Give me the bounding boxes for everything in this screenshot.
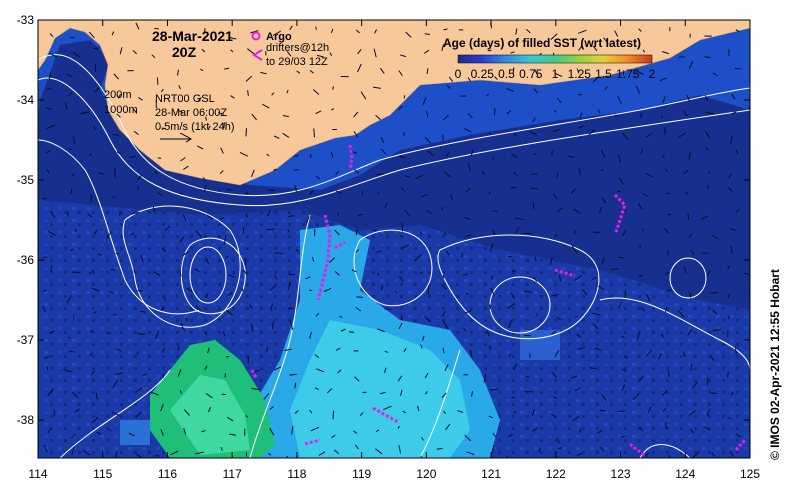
current-vector bbox=[74, 314, 75, 319]
nrt-time: 28-Mar 06:00Z bbox=[155, 107, 227, 119]
x-tick-label: 115 bbox=[93, 467, 112, 481]
current-vector bbox=[246, 128, 247, 136]
map-time: 20Z bbox=[172, 44, 197, 60]
drifters-date: to 29/03 12Z bbox=[266, 56, 328, 68]
y-tick-label: -35 bbox=[17, 173, 35, 187]
current-vector bbox=[751, 391, 756, 397]
current-vector bbox=[226, 356, 229, 357]
current-vector bbox=[314, 129, 315, 138]
filled-patch bbox=[120, 420, 150, 445]
current-vector bbox=[751, 190, 755, 196]
current-vector bbox=[425, 34, 430, 35]
legend-tick-label: 1 bbox=[552, 67, 559, 81]
current-vector bbox=[443, 275, 444, 278]
x-tick-label: 125 bbox=[740, 467, 760, 481]
current-vector bbox=[493, 211, 498, 212]
y-tick-label: -33 bbox=[17, 13, 35, 27]
credit-text: © IMOS 02-Apr-2021 12:55 Hobart bbox=[768, 269, 782, 460]
legend-title: Age (days) of filled SST (wrt latest) bbox=[443, 36, 641, 50]
legend-tick-label: 1.25 bbox=[568, 67, 592, 81]
current-vector bbox=[759, 311, 761, 319]
current-vector bbox=[316, 27, 317, 30]
current-vector bbox=[490, 304, 491, 309]
current-vector bbox=[349, 332, 354, 333]
x-tick-label: 122 bbox=[546, 467, 566, 481]
current-vector bbox=[753, 236, 757, 238]
current-vector bbox=[758, 70, 764, 71]
current-vector bbox=[376, 174, 384, 175]
current-vector bbox=[525, 392, 534, 393]
current-vector bbox=[751, 150, 754, 154]
current-vector bbox=[600, 410, 606, 411]
current-vector bbox=[751, 27, 753, 31]
x-tick-label: 123 bbox=[611, 467, 631, 481]
drifters-label: drifters@12h bbox=[266, 42, 329, 54]
current-vector bbox=[580, 168, 581, 175]
current-vector bbox=[755, 335, 759, 337]
legend-tick-label: 1.5 bbox=[595, 67, 612, 81]
current-vector bbox=[589, 368, 595, 369]
x-tick-label: 118 bbox=[287, 467, 306, 481]
current-vector bbox=[752, 128, 758, 131]
legend-tick-label: 2 bbox=[649, 67, 656, 81]
current-vector bbox=[111, 270, 116, 271]
current-vector bbox=[421, 232, 422, 235]
isobath-200-label: 200m bbox=[104, 89, 132, 101]
x-tick-label: 119 bbox=[352, 467, 371, 481]
legend-tick-label: 0 bbox=[455, 67, 462, 81]
current-vector bbox=[756, 352, 758, 356]
current-vector bbox=[289, 308, 294, 309]
y-tick-label: -36 bbox=[17, 253, 35, 267]
map-date: 28-Mar-2021 bbox=[152, 28, 233, 44]
current-vector bbox=[757, 370, 759, 374]
legend-tick-label: 0.75 bbox=[519, 67, 543, 81]
legend-tick-label: 1.75 bbox=[616, 67, 640, 81]
y-tick-label: -38 bbox=[17, 413, 35, 427]
vector-scale-label: 0.5m/s (1kt 24h) bbox=[155, 121, 234, 133]
current-vector bbox=[759, 172, 761, 174]
current-vector bbox=[68, 212, 69, 217]
current-vector bbox=[666, 422, 667, 429]
isobath-1000-label: 1000m bbox=[104, 104, 138, 116]
current-vector bbox=[356, 297, 363, 298]
y-tick-label: -34 bbox=[17, 93, 35, 107]
current-vector bbox=[333, 86, 334, 89]
current-vector bbox=[617, 411, 625, 412]
current-vector bbox=[165, 297, 166, 301]
current-vector bbox=[157, 78, 158, 85]
x-tick-label: 121 bbox=[481, 467, 501, 481]
colorbar bbox=[458, 55, 652, 63]
x-tick-label: 116 bbox=[158, 467, 177, 481]
current-vector bbox=[755, 453, 762, 455]
current-vector bbox=[618, 257, 624, 258]
filled-patch bbox=[520, 330, 560, 360]
x-tick-label: 120 bbox=[416, 467, 436, 481]
current-vector bbox=[753, 45, 756, 53]
y-tick-label: -37 bbox=[17, 333, 35, 347]
current-vector bbox=[531, 188, 538, 189]
legend-tick-label: 0.5 bbox=[498, 67, 515, 81]
current-vector bbox=[404, 132, 405, 136]
current-vector bbox=[552, 151, 553, 156]
current-vector bbox=[751, 84, 753, 91]
legend-tick-label: 0.25 bbox=[471, 67, 495, 81]
current-vector bbox=[227, 189, 231, 190]
x-tick-label: 117 bbox=[223, 467, 242, 481]
nrt-source: NRT00 GSL bbox=[155, 93, 215, 105]
current-vector bbox=[752, 249, 755, 252]
current-vector bbox=[668, 214, 672, 215]
current-vector bbox=[333, 411, 334, 419]
current-vector bbox=[222, 394, 226, 395]
x-tick-label: 114 bbox=[28, 467, 47, 481]
current-vector bbox=[294, 170, 300, 171]
plot-area bbox=[38, 20, 765, 464]
x-tick-label: 124 bbox=[675, 467, 695, 481]
